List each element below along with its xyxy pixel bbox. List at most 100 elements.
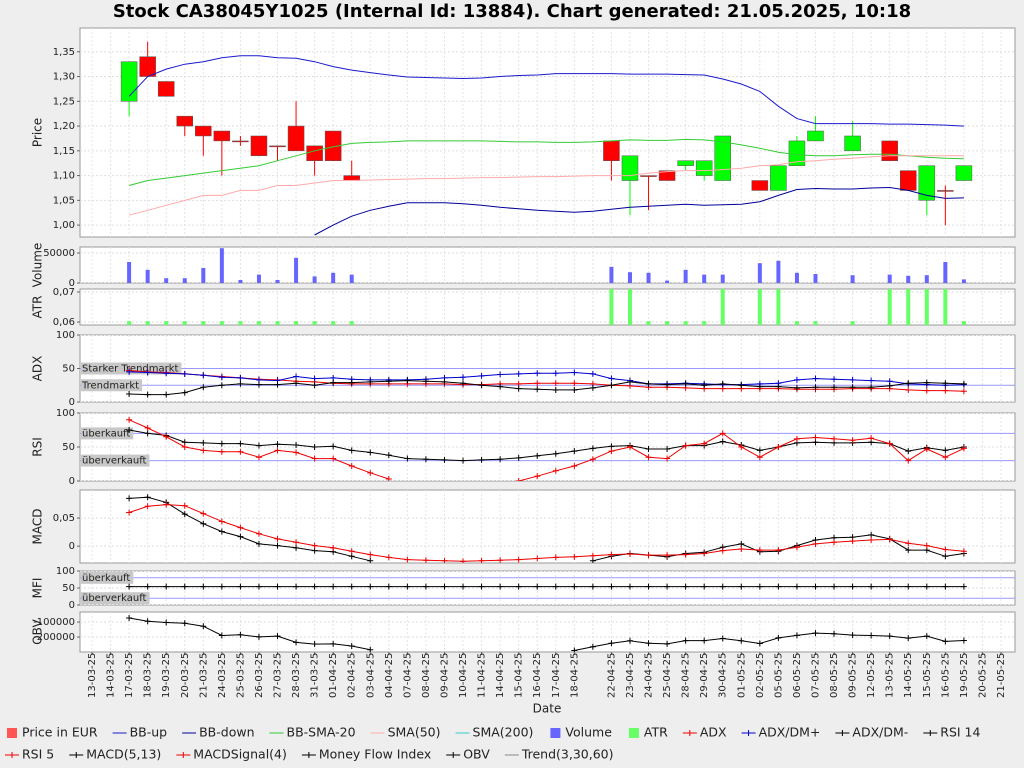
marker [255,381,262,388]
marker [385,554,392,561]
x-tick-label: 17-03-25 [124,653,135,698]
y-tick-label: 1,00 [53,220,75,231]
marker [812,375,819,382]
legend-label: Money Flow Index [319,747,431,762]
candle-body [899,170,917,191]
marker [218,518,225,525]
y-axis-label: Price [31,118,45,147]
marker [849,583,856,590]
legend-item: Trend(3,30,60) [504,747,614,762]
marker [126,509,133,516]
marker [571,386,578,393]
y-tick-label: 0,07 [53,287,75,298]
marker [404,583,411,590]
y-tick-label: 1,20 [53,121,75,132]
x-tick-label: 17-04-25 [551,653,562,698]
x-tick-label: 13-03-25 [87,653,98,698]
marker [942,638,949,645]
marker [886,440,893,447]
marker [626,583,633,590]
marker [163,501,170,508]
marker [497,583,504,590]
marker [515,583,522,590]
marker [942,546,949,553]
y-tick-label: 0 [69,397,75,408]
reference-label-box [81,379,143,392]
marker [126,390,133,397]
marker [793,583,800,590]
marker [923,387,930,394]
marker [849,376,856,383]
candle-body [176,115,194,127]
bar [961,279,966,283]
bar [349,321,354,325]
candle-body [306,145,323,161]
bar [609,266,614,283]
bar [794,321,799,325]
marker [534,452,541,459]
bar [757,263,762,283]
candle-body [807,130,824,142]
x-tick-label: 02-04-25 [347,653,358,698]
marker [812,583,819,590]
candle-body [250,135,268,157]
marker [255,583,262,590]
marker [218,448,225,455]
candle-body [677,160,694,166]
marker [905,547,912,554]
marker [552,450,559,457]
marker [274,542,281,549]
y-axis-label: MACD [31,509,45,545]
x-tick-label: 26-03-25 [254,653,265,698]
marker [144,430,151,437]
marker [348,447,355,454]
marker [534,386,541,393]
marker [255,633,262,640]
marker [608,583,615,590]
legend-label: MACD(5,13) [86,747,161,762]
marker [626,444,633,450]
marker [163,433,170,440]
marker [311,641,318,648]
marker [293,441,300,448]
marker [831,376,838,383]
marker [793,435,800,442]
marker [682,583,689,590]
marker [385,452,392,459]
marker [144,503,151,510]
marker [589,583,596,590]
x-tick-label: 27-03-25 [273,653,284,698]
x-tick-label: 11-04-25 [477,653,488,698]
bar [757,289,762,325]
legend-label: Trend(3,30,60) [521,747,614,762]
y-tick-label: 50 [62,364,75,375]
marker [404,377,411,384]
marker [497,456,504,463]
legend-marker [839,730,846,736]
marker [255,530,262,537]
bar [813,274,818,283]
marker [831,583,838,590]
marker [589,643,596,650]
x-tick-label: 24-04-25 [644,653,655,698]
reference-label: überkauft [82,573,130,584]
bar [646,272,651,283]
marker [218,632,225,639]
y-axis-label: Volume [31,243,45,288]
x-tick-label: 30-04-25 [718,653,729,698]
marker [738,444,745,450]
marker [645,552,652,559]
marker [738,382,745,389]
marker [144,583,151,590]
marker [849,384,856,391]
bar [702,274,707,283]
legend-label: BB-up [130,725,168,740]
marker [330,379,337,386]
bar [275,280,280,283]
plot-area: Starker Trendmarkt Trendmarkt [80,335,1015,402]
x-tick-label: 20-05-25 [977,653,988,698]
bar [145,321,150,325]
marker [311,583,318,590]
bar [943,289,948,325]
marker [441,583,448,590]
